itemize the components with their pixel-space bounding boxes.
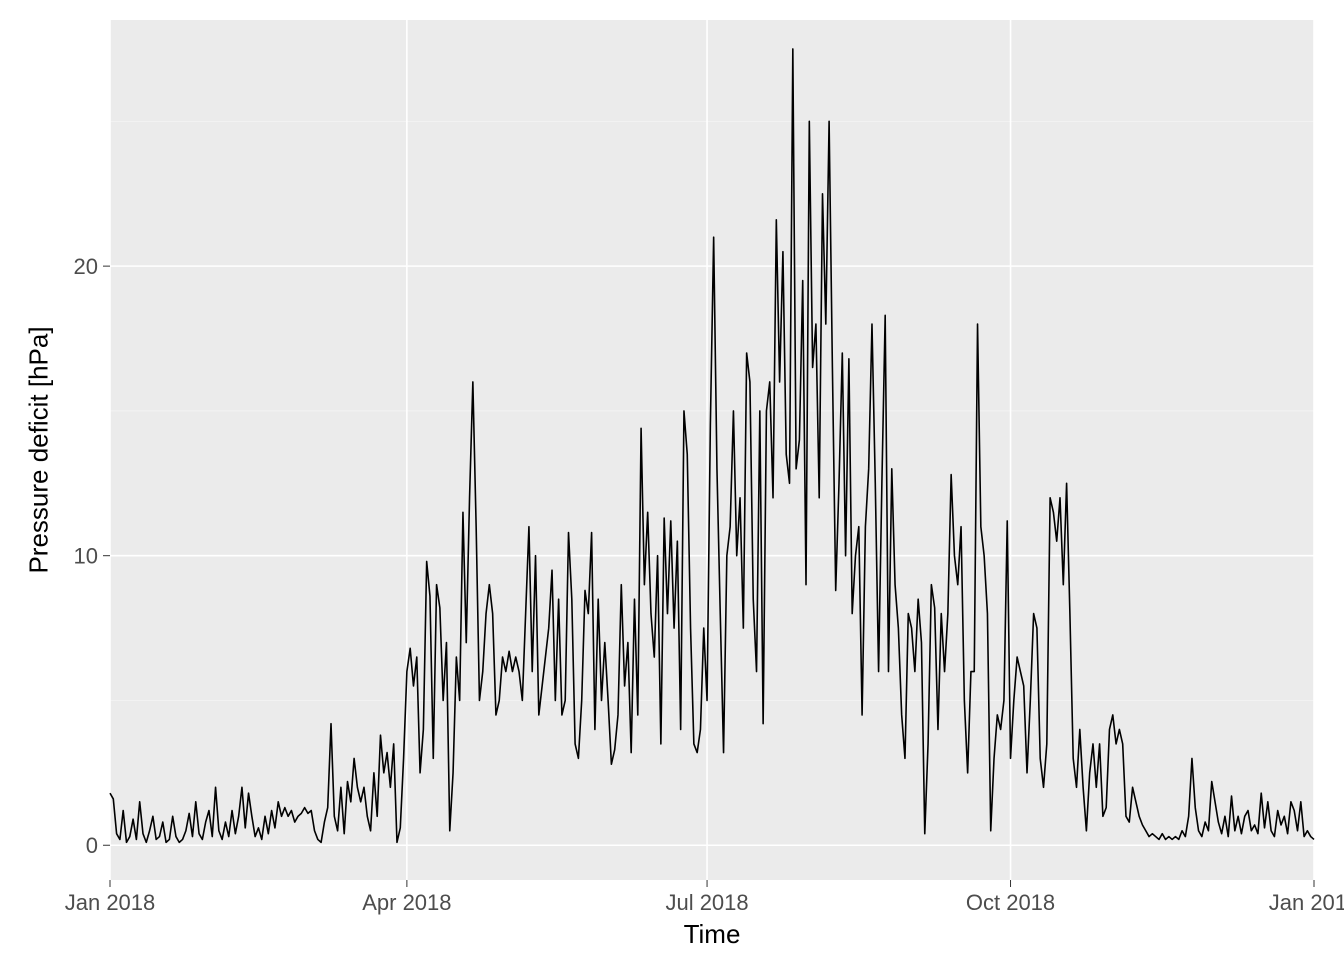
y-tick-label: 0 [86, 833, 98, 858]
x-tick-label: Jul 2018 [665, 890, 748, 915]
y-tick-label: 20 [74, 254, 98, 279]
plot-panel [110, 20, 1314, 880]
y-axis-title: Pressure deficit [hPa] [24, 326, 54, 573]
x-tick-label: Jan 2018 [65, 890, 156, 915]
x-tick-label: Jan 2019 [1269, 890, 1344, 915]
y-tick-label: 10 [74, 543, 98, 568]
pressure-deficit-line-chart: Jan 2018 Apr 2018 Jul 2018 Oct 2018 Jan 2019… [0, 0, 1344, 960]
chart-container: Jan 2018 Apr 2018 Jul 2018 Oct 2018 Jan 2019… [0, 0, 1344, 960]
x-axis-title: Time [684, 919, 741, 949]
x-tick-label: Oct 2018 [966, 890, 1055, 915]
x-tick-label: Apr 2018 [362, 890, 451, 915]
